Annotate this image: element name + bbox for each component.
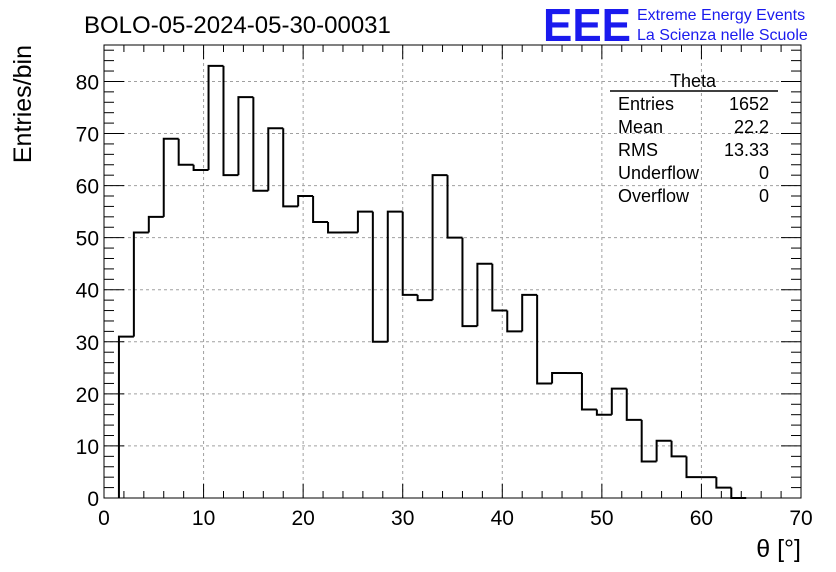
histogram-bin <box>162 137 179 217</box>
logo-line-2: La Scienza nelle Scuole <box>637 27 808 44</box>
histogram-bin <box>222 65 239 177</box>
histogram-bin <box>595 409 612 416</box>
stats-box: Theta Entries 1652 Mean 22.2 RMS 13.33 Underfl… <box>610 71 778 206</box>
histogram-bars <box>117 64 747 499</box>
stats-row-value: 1652 <box>729 94 769 114</box>
y-tick-label: 20 <box>76 384 99 407</box>
histogram-bin <box>327 222 343 234</box>
x-axis-label: θ [°] <box>756 535 801 563</box>
x-tick-label: 0 <box>98 507 110 530</box>
stats-row-value: 13.33 <box>724 140 769 160</box>
x-tick-label: 60 <box>690 507 713 530</box>
histogram-bin <box>491 263 508 312</box>
histogram-bin <box>386 210 403 342</box>
stats-row-value: 22.2 <box>734 117 769 137</box>
axis-ticks <box>103 45 802 499</box>
histogram-bin <box>640 419 657 463</box>
histogram-bin <box>282 128 299 208</box>
histogram-bin <box>297 195 314 207</box>
histogram-bin <box>207 64 224 170</box>
histogram-bin <box>715 477 732 489</box>
stats-row-label: Underflow <box>618 163 700 183</box>
y-tick-label: 10 <box>76 436 99 459</box>
stats-row-label: Entries <box>618 94 674 114</box>
y-tick-label: 80 <box>76 71 99 94</box>
histogram-bin <box>521 293 538 332</box>
histogram-bin <box>431 174 448 301</box>
histogram-bin <box>655 439 672 462</box>
histogram-bin <box>506 310 523 333</box>
logo-line-1: Extreme Energy Events <box>637 7 805 24</box>
stats-row-label: RMS <box>618 140 658 160</box>
histogram-bin <box>730 487 747 499</box>
histogram-bin <box>132 231 149 337</box>
histogram-bin <box>670 440 687 458</box>
y-tick-label: 0 <box>87 488 99 511</box>
histogram-bin <box>252 97 269 192</box>
stats-row-value: 0 <box>759 163 769 183</box>
stats-row-label: Mean <box>618 117 663 137</box>
histogram-bin <box>192 164 209 171</box>
histogram-bin <box>356 210 373 233</box>
x-tick-label: 50 <box>590 507 613 530</box>
histogram-bin <box>371 211 388 343</box>
x-tick-label: 20 <box>291 507 314 530</box>
histogram-bin <box>416 294 433 302</box>
histogram-bin <box>625 388 642 421</box>
y-tick-label: 60 <box>76 176 99 199</box>
histogram-bin <box>461 237 478 328</box>
eee-logo: EEE Extreme Energy Events La Scienza nel… <box>543 0 808 51</box>
y-tick-label: 30 <box>76 332 99 355</box>
x-tick-label: 40 <box>491 507 514 530</box>
histogram-bin <box>267 127 284 191</box>
histogram-bin <box>401 211 418 296</box>
histogram-bin <box>117 335 134 498</box>
histogram-bin <box>312 196 329 224</box>
histogram-bin <box>610 387 627 415</box>
histogram-bin <box>446 175 463 239</box>
histogram-bin <box>536 294 553 385</box>
stats-rows: Entries 1652 Mean 22.2 RMS 13.33 Underflow 0 Ove… <box>618 94 769 206</box>
stats-title: Theta <box>670 71 717 91</box>
histogram-bin <box>237 96 254 176</box>
y-tick-label: 70 <box>76 124 99 147</box>
histogram-bin <box>580 373 597 411</box>
histogram-bin <box>177 138 194 166</box>
chart-title: BOLO-05-2024-05-30-00031 <box>84 12 391 39</box>
y-tick-label: 50 <box>76 228 99 251</box>
x-tick-label: 30 <box>391 507 414 530</box>
histogram-bin <box>476 262 493 327</box>
x-tick-labels: 0 10 20 30 40 50 60 70 <box>98 507 813 530</box>
histogram-bin <box>685 456 702 479</box>
plot-frame <box>103 44 802 499</box>
x-tick-label: 70 <box>789 507 812 530</box>
y-tick-label: 40 <box>76 280 99 303</box>
histogram-bin <box>147 215 164 233</box>
histogram-bin <box>551 372 568 384</box>
stats-row-value: 0 <box>759 186 769 206</box>
logo-mark: EEE <box>543 0 631 51</box>
stats-row-label: Overflow <box>618 186 690 206</box>
y-tick-labels: 0 10 20 30 40 50 60 70 80 <box>76 71 99 511</box>
x-tick-label: 10 <box>192 507 215 530</box>
y-axis-label: Entries/bin <box>9 45 37 163</box>
